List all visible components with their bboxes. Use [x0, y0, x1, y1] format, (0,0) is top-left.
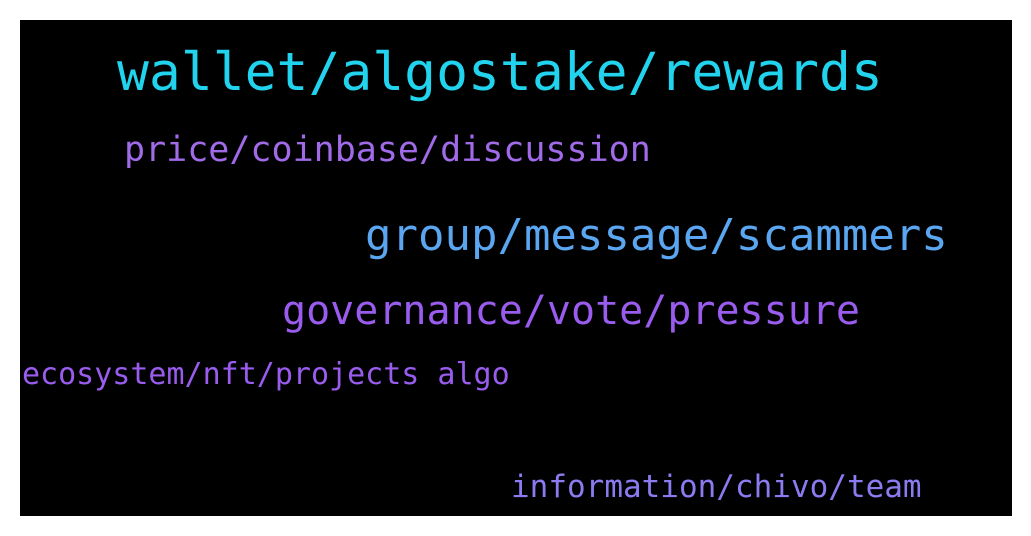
- word-price-coinbase-discussion: price/coinbase/discussion: [124, 130, 651, 170]
- word-ecosystem-nft-projects-algo: ecosystem/nft/projects algo: [22, 357, 510, 392]
- word-governance-vote-pressure: governance/vote/pressure: [282, 288, 860, 334]
- word-cloud-canvas: wallet/algostake/rewards price/coinbase/…: [20, 20, 1012, 516]
- word-information-chivo-team: information/chivo/team: [511, 469, 922, 505]
- word-wallet-algostake-rewards: wallet/algostake/rewards: [117, 42, 883, 103]
- word-group-message-scammers: group/message/scammers: [365, 210, 948, 261]
